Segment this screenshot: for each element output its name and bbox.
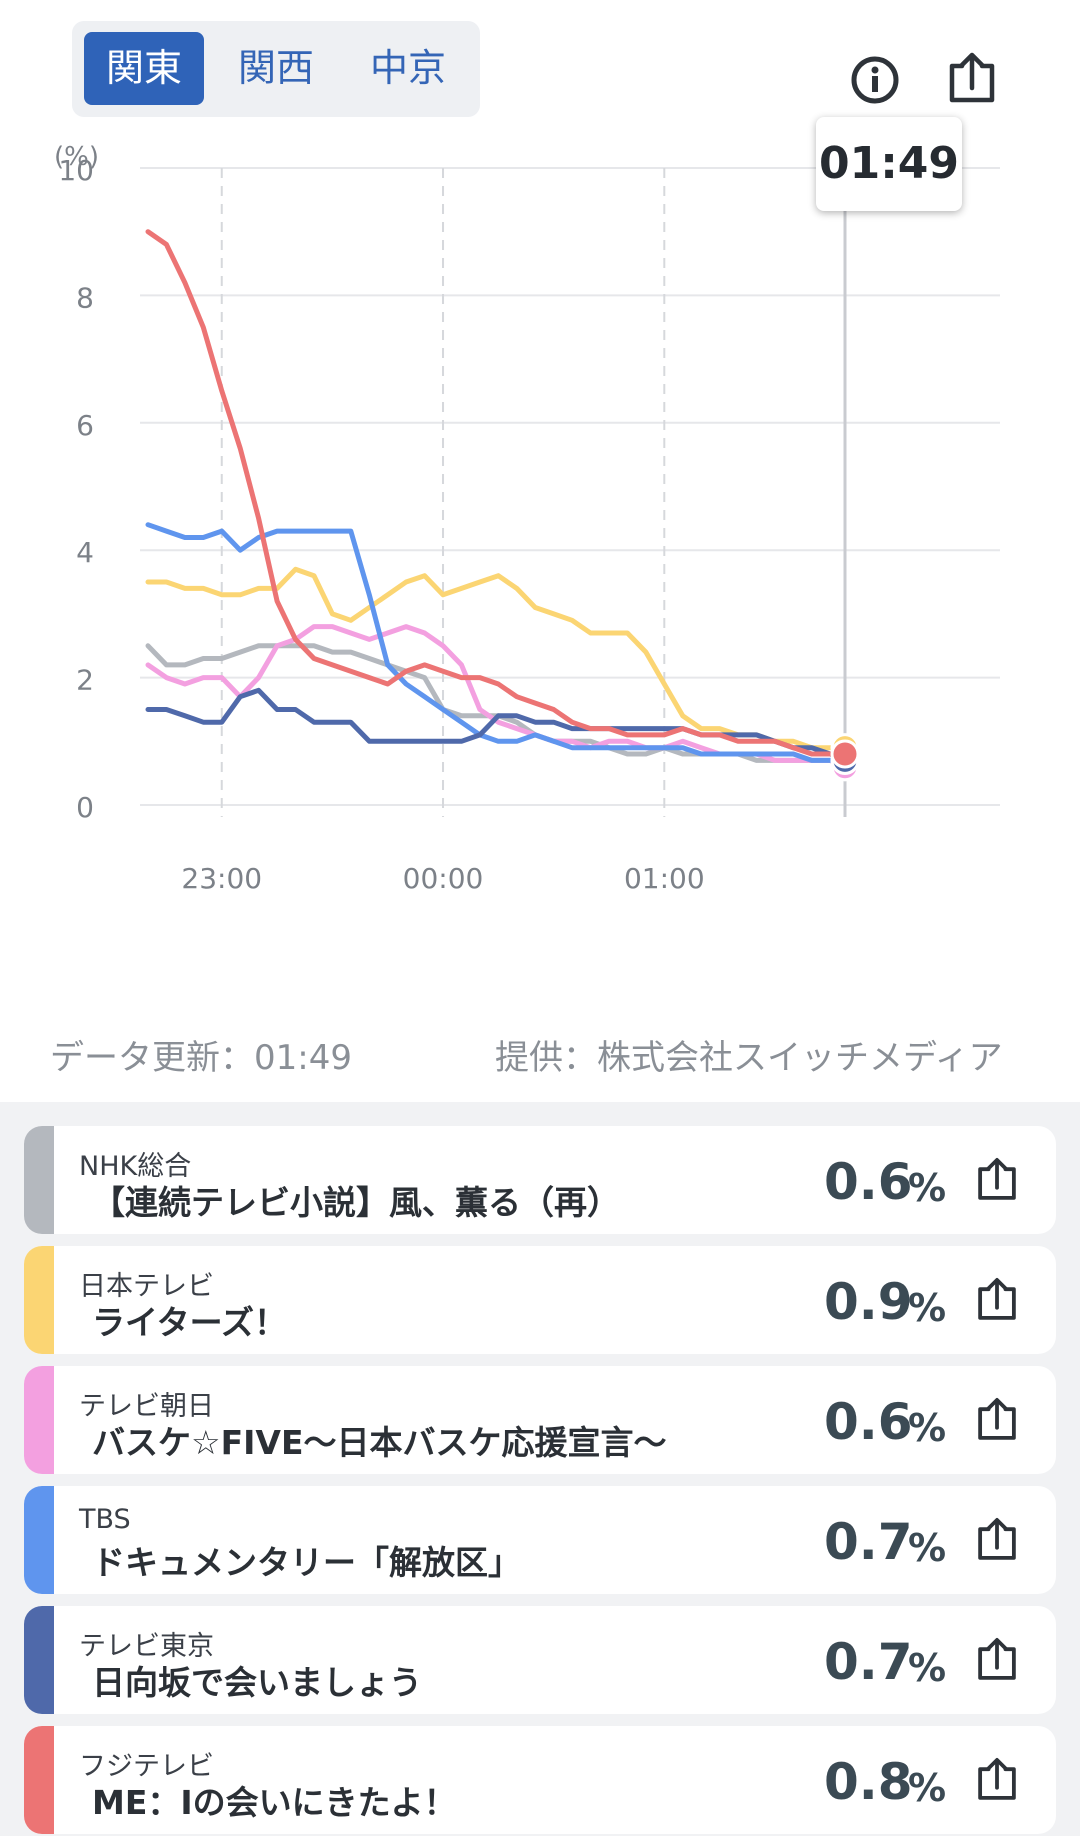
y-tick-label: 6 xyxy=(76,409,94,442)
x-tick-label: 23:00 xyxy=(181,862,262,895)
share-icon[interactable] xyxy=(970,1634,1024,1688)
info-icon[interactable] xyxy=(843,48,907,112)
rating-unit: % xyxy=(908,1526,947,1570)
list-item[interactable]: テレビ東京 日向坂で会いましょう 0.7 % xyxy=(24,1606,1056,1714)
rating-value: 0.8 xyxy=(824,1753,913,1811)
rating-unit: % xyxy=(908,1646,947,1690)
station-color-bar xyxy=(24,1726,54,1834)
y-tick-label: 4 xyxy=(76,536,94,569)
list-item[interactable]: TBS ドキュメンタリー「解放区」 0.7 % xyxy=(24,1486,1056,1594)
share-icon[interactable] xyxy=(940,48,1004,112)
program-title: バスケ☆FIVE〜日本バスケ応援宣言〜 xyxy=(92,1423,667,1462)
tab-chukyo[interactable]: 中京 xyxy=(369,46,446,90)
program-title: 日向坂で会いましょう xyxy=(92,1663,422,1702)
series-line xyxy=(145,522,848,763)
series-line xyxy=(145,643,848,770)
x-tick-label: 01:00 xyxy=(624,862,705,895)
y-tick-label: 10 xyxy=(58,154,94,187)
rating-chart: 0 2 4 6 8 10(%) 23:00 00:00 01:00 xyxy=(54,142,1000,895)
data-provider: 提供：株式会社スイッチメディア xyxy=(495,1038,1003,1078)
station-name: テレビ朝日 xyxy=(79,1391,214,1422)
list-item[interactable]: NHK総合 【連続テレビ小説】風、薫る（再） 0.6 % xyxy=(24,1126,1056,1234)
station-name: 日本テレビ xyxy=(79,1271,214,1302)
series-line xyxy=(145,229,848,757)
share-icon[interactable] xyxy=(970,1154,1024,1208)
time-tooltip: 01:49 xyxy=(816,117,962,211)
x-tick-label: 00:00 xyxy=(403,862,484,895)
rating-value: 0.6 xyxy=(824,1153,913,1211)
series-line xyxy=(145,687,848,763)
rating-value: 0.7 xyxy=(824,1633,913,1691)
program-title: ライターズ！ xyxy=(92,1303,288,1342)
rating-value: 0.7 xyxy=(824,1513,913,1571)
y-tick-label: 2 xyxy=(76,664,94,697)
rating-unit: % xyxy=(908,1286,947,1330)
station-color-bar xyxy=(24,1366,54,1474)
share-icon[interactable] xyxy=(970,1754,1024,1808)
station-color-bar xyxy=(24,1126,54,1234)
station-color-bar xyxy=(24,1246,54,1354)
station-name: NHK総合 xyxy=(79,1151,192,1182)
tab-kanto[interactable]: 関東 xyxy=(84,32,204,105)
series-end-marker xyxy=(830,739,860,769)
program-title: ドキュメンタリー「解放区」 xyxy=(92,1543,521,1582)
y-axis-unit: (%) xyxy=(54,142,99,172)
program-title: ME：Iの会いにきたよ！ xyxy=(92,1783,457,1822)
list-item[interactable]: 日本テレビ ライターズ！ 0.9 % xyxy=(24,1246,1056,1354)
station-color-bar xyxy=(24,1606,54,1714)
share-icon[interactable] xyxy=(970,1394,1024,1448)
tab-kansai[interactable]: 関西 xyxy=(237,46,314,90)
share-icon[interactable] xyxy=(970,1514,1024,1568)
list-item[interactable]: テレビ朝日 バスケ☆FIVE〜日本バスケ応援宣言〜 0.6 % xyxy=(24,1366,1056,1474)
rating-unit: % xyxy=(908,1766,947,1810)
rating-unit: % xyxy=(908,1406,947,1450)
station-color-bar xyxy=(24,1486,54,1594)
list-item[interactable]: フジテレビ ME：Iの会いにきたよ！ 0.8 % xyxy=(24,1726,1056,1834)
share-icon[interactable] xyxy=(970,1274,1024,1328)
rating-value: 0.6 xyxy=(824,1393,913,1451)
station-name: フジテレビ xyxy=(79,1751,214,1782)
y-tick-label: 0 xyxy=(76,791,94,824)
region-tabs: 関東 関西 中京 xyxy=(72,21,480,117)
station-name: TBS xyxy=(79,1504,131,1535)
program-title: 【連続テレビ小説】風、薫る（再） xyxy=(92,1183,620,1222)
y-tick-label: 8 xyxy=(76,281,94,314)
rating-value: 0.9 xyxy=(824,1273,913,1331)
rating-unit: % xyxy=(908,1166,947,1210)
station-name: テレビ東京 xyxy=(79,1631,214,1662)
data-updated: データ更新：01:49 xyxy=(50,1038,352,1078)
